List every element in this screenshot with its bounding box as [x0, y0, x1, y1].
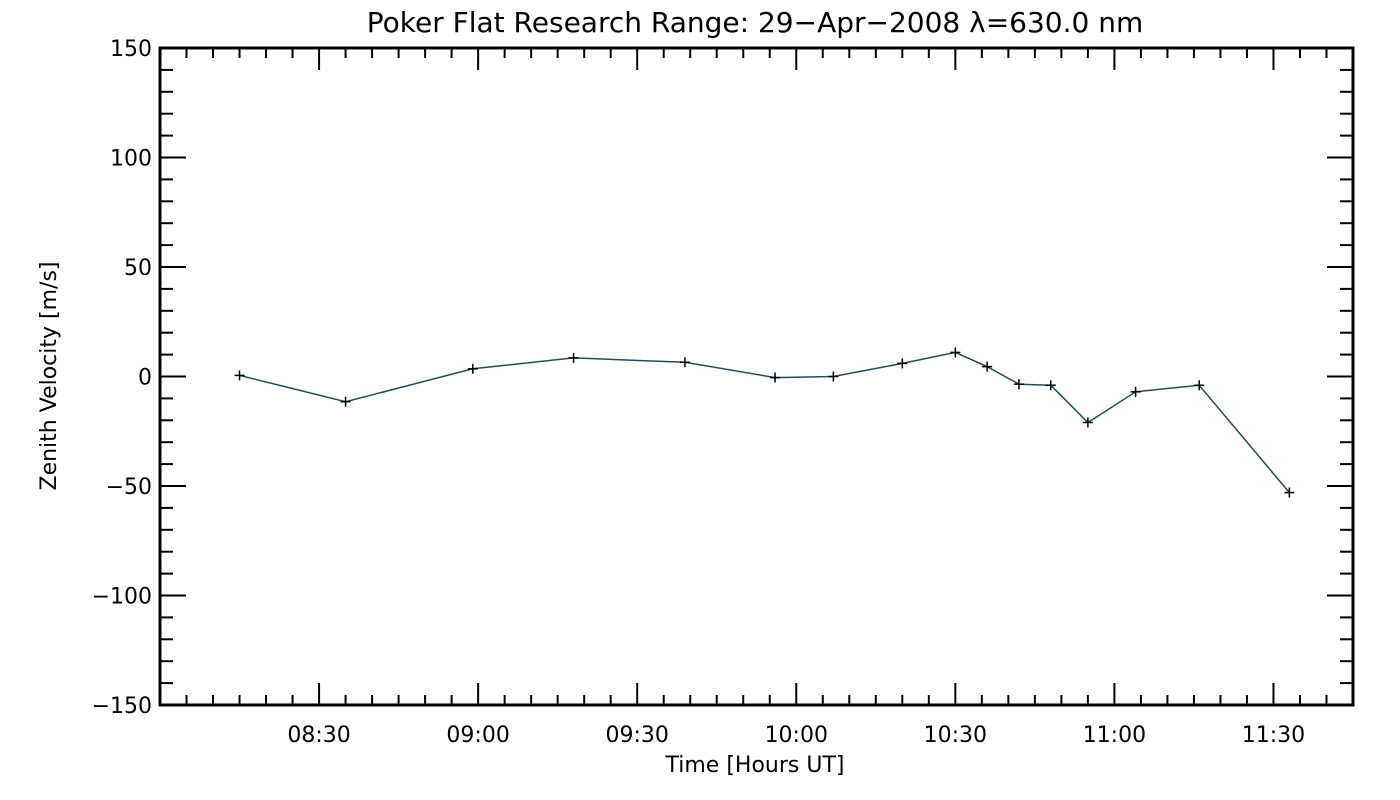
data-point	[679, 357, 690, 368]
y-tick-label: −50	[106, 475, 152, 500]
data-point	[340, 396, 351, 407]
x-tick-label: 08:30	[287, 723, 350, 748]
y-tick-label: 150	[110, 37, 152, 62]
data-point	[828, 371, 839, 382]
y-axis-ticks: 150 100 50 0 −50 −100 −150	[92, 37, 1353, 719]
data-point	[982, 361, 993, 372]
data-point	[234, 370, 245, 381]
x-tick-label: 11:30	[1242, 723, 1305, 748]
y-tick-label: −150	[92, 694, 152, 719]
data-point	[1194, 380, 1205, 391]
data-point	[1284, 487, 1295, 498]
y-tick-label: 0	[138, 366, 152, 391]
data-point	[467, 363, 478, 374]
data-point	[1130, 386, 1141, 397]
data-point	[1082, 417, 1093, 428]
x-axis-label: Time [Hours UT]	[665, 753, 845, 778]
plot-frame	[158, 46, 1355, 707]
data-point	[950, 347, 961, 358]
data-point	[770, 372, 781, 383]
x-tick-label: 11:00	[1083, 723, 1146, 748]
plot-border	[158, 46, 1355, 707]
data-point	[1013, 379, 1024, 390]
data-point	[1045, 380, 1056, 391]
x-axis-ticks: 08:30 09:00 09:30 10:00 10:30 11:00 11:30	[159, 48, 1354, 748]
y-tick-label: 50	[124, 256, 152, 281]
x-tick-label: 09:30	[605, 723, 668, 748]
y-tick-label: 100	[110, 147, 152, 172]
data-point	[897, 358, 908, 369]
x-tick-label: 10:00	[765, 723, 828, 748]
chart-title: Poker Flat Research Range: 29−Apr−2008 λ…	[367, 6, 1143, 39]
x-tick-label: 09:00	[446, 723, 509, 748]
y-axis-label: Zenith Velocity [m/s]	[37, 262, 62, 491]
series-group	[234, 347, 1295, 498]
x-tick-label: 10:30	[924, 723, 987, 748]
data-point	[568, 352, 579, 363]
series-line	[239, 351, 1290, 494]
y-tick-label: −100	[92, 585, 152, 610]
